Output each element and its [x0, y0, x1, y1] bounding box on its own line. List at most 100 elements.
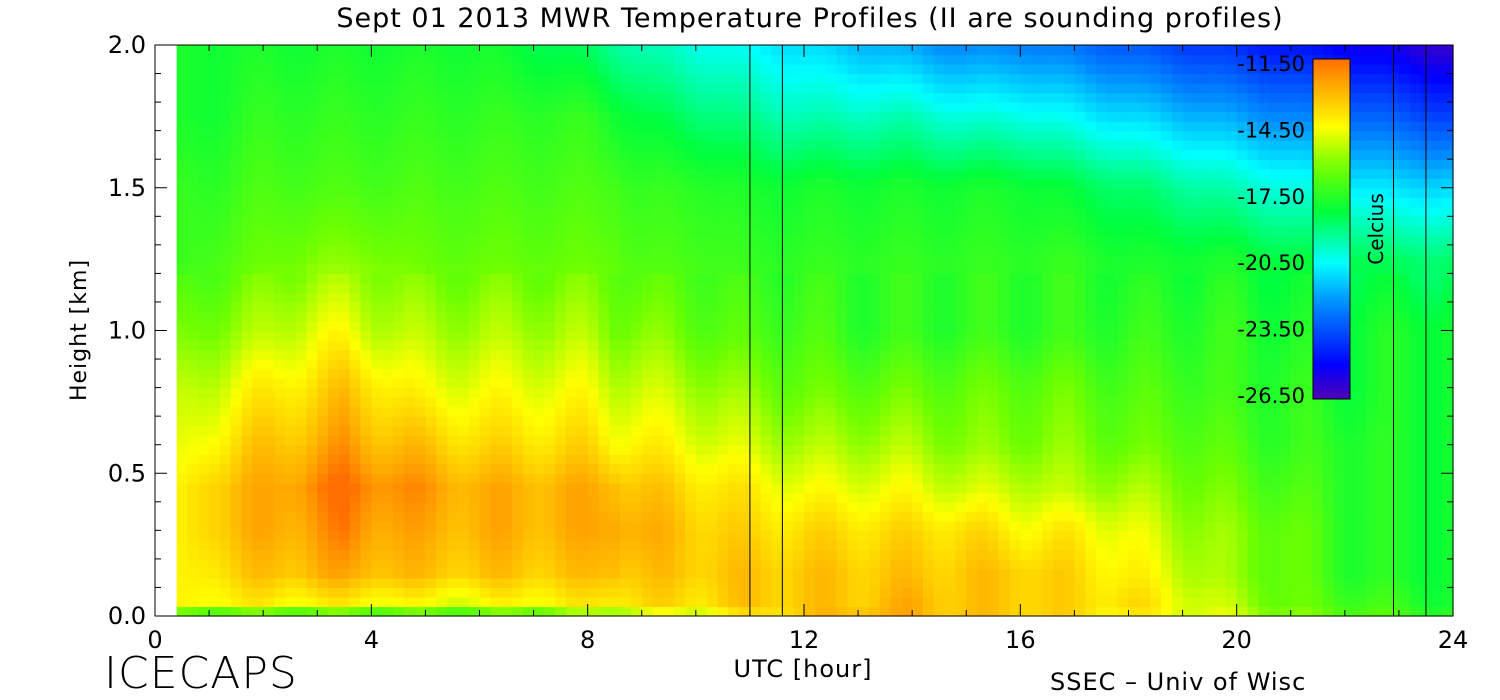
heatmap-cell [977, 330, 989, 341]
heatmap-cell [641, 282, 654, 294]
heatmap-cell [252, 492, 264, 503]
heatmap-cell [858, 244, 870, 255]
heatmap-cell [587, 273, 600, 284]
heatmap-cell [436, 397, 448, 408]
heatmap-cell [1279, 416, 1292, 427]
heatmap-cell [544, 501, 556, 512]
heatmap-cell [566, 558, 578, 570]
heatmap-cell [749, 539, 762, 550]
heatmap-cell [1409, 282, 1422, 294]
heatmap-cell [176, 511, 189, 522]
heatmap-cell [1063, 273, 1076, 284]
heatmap-cell [544, 463, 556, 474]
heatmap-cell [793, 416, 805, 427]
heatmap-cell [1204, 501, 1216, 512]
heatmap-cell [836, 492, 848, 503]
heatmap-cell [782, 482, 794, 493]
heatmap-cell [1020, 244, 1032, 255]
heatmap-cell [739, 501, 751, 512]
heatmap-cell [1215, 520, 1227, 531]
heatmap-cell [1193, 387, 1205, 398]
heatmap-cell [674, 282, 686, 294]
heatmap-cell [1225, 378, 1238, 389]
heatmap-cell [717, 397, 729, 408]
heatmap-cell [1139, 263, 1151, 274]
heatmap-cell [1128, 511, 1140, 522]
heatmap-cell [1074, 454, 1086, 465]
heatmap-cell [598, 549, 610, 560]
heatmap-cell [641, 311, 654, 322]
heatmap-cell [955, 520, 967, 531]
heatmap-cell [1312, 406, 1324, 417]
heatmap-cell [977, 320, 989, 332]
heatmap-cell [1409, 416, 1422, 427]
heatmap-cell [804, 282, 816, 294]
heatmap-cell [814, 235, 827, 246]
heatmap-cell [717, 596, 729, 608]
heatmap-cell [457, 282, 470, 294]
heatmap-cell [868, 216, 881, 227]
heatmap-cell [1041, 235, 1054, 246]
heatmap-cell [1290, 473, 1303, 484]
heatmap-cell [771, 244, 783, 255]
heatmap-cell [1106, 501, 1119, 512]
heatmap-cell [1160, 425, 1173, 436]
heatmap-cell [598, 425, 610, 436]
heatmap-cell [1355, 587, 1368, 598]
heatmap-cell [425, 482, 437, 493]
heatmap-cell [382, 577, 394, 589]
heatmap-cell [1031, 463, 1043, 474]
heatmap-cell [544, 244, 556, 255]
heatmap-cell [349, 320, 362, 332]
heatmap-cell [901, 235, 913, 246]
heatmap-cell [706, 311, 719, 322]
heatmap-cell [706, 463, 719, 474]
heatmap-cell [912, 225, 924, 236]
heatmap-cell [1182, 320, 1194, 332]
heatmap-cell [1106, 568, 1119, 579]
heatmap-cell [457, 301, 470, 313]
heatmap-cell [879, 577, 892, 589]
heatmap-cell [1215, 368, 1227, 379]
heatmap-cell [717, 263, 729, 274]
heatmap-cell [1301, 511, 1313, 522]
heatmap-cell [392, 378, 405, 389]
heatmap-cell [998, 330, 1011, 341]
heatmap-cell [187, 225, 199, 236]
heatmap-cell [1312, 558, 1324, 570]
heatmap-cell [1041, 482, 1054, 493]
heatmap-cell [663, 301, 675, 313]
heatmap-cell [739, 444, 751, 455]
heatmap-cell [825, 311, 838, 322]
heatmap-cell [1009, 330, 1021, 341]
heatmap-cell [663, 596, 675, 608]
heatmap-cell [360, 444, 372, 455]
heatmap-cell [1409, 539, 1422, 550]
heatmap-cell [425, 225, 437, 236]
heatmap-cell [371, 263, 383, 274]
heatmap-cell [198, 606, 210, 617]
heatmap-cell [566, 454, 578, 465]
heatmap-cell [1279, 425, 1292, 436]
heatmap-cell [609, 435, 621, 446]
heatmap-cell [555, 254, 567, 265]
heatmap-cell [1290, 282, 1303, 294]
heatmap-cell [382, 263, 394, 274]
heatmap-cell [706, 482, 719, 493]
heatmap-cell [1301, 473, 1313, 484]
heatmap-cell [1204, 587, 1216, 598]
heatmap-cell [187, 244, 199, 255]
heatmap-cell [793, 558, 805, 570]
heatmap-cell [814, 549, 827, 560]
heatmap-cell [1074, 463, 1086, 474]
heatmap-cell [955, 530, 967, 541]
heatmap-cell [1193, 463, 1205, 474]
heatmap-cell [1117, 425, 1130, 436]
heatmap-cell [490, 425, 502, 436]
heatmap-cell [209, 577, 221, 589]
heatmap-cell [338, 492, 351, 503]
heatmap-cell [922, 397, 935, 408]
heatmap-cell [1225, 311, 1238, 322]
heatmap-cell [1366, 606, 1378, 617]
heatmap-cell [306, 463, 318, 474]
